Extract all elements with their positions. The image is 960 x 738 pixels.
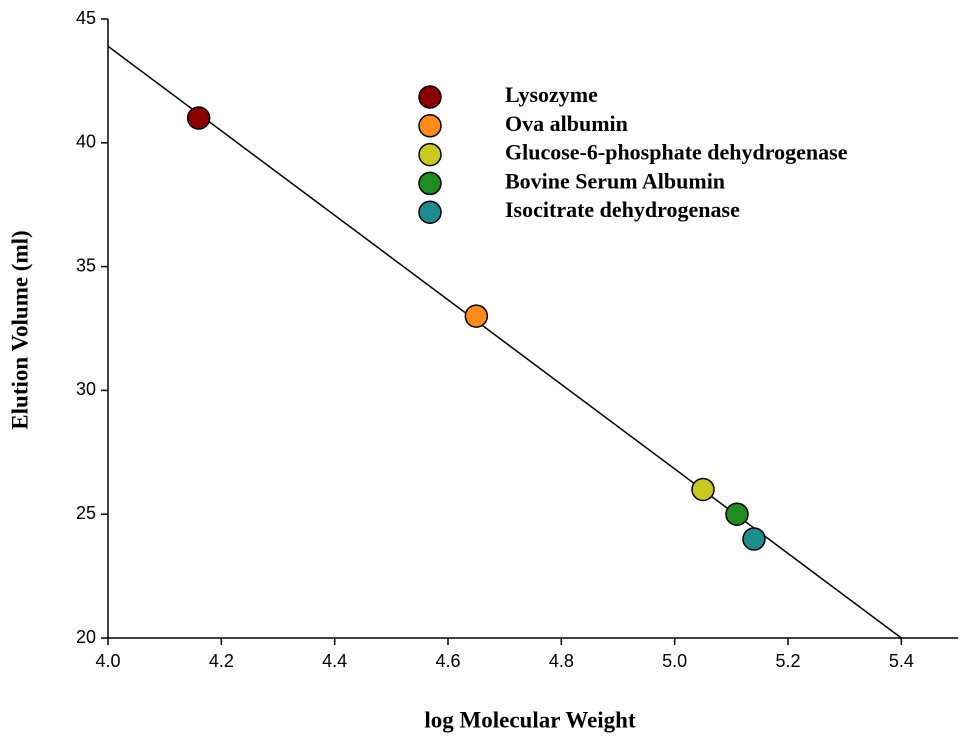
y-tick-label: 45: [76, 8, 96, 28]
point: [742, 527, 766, 551]
x-tick-label: 4.8: [549, 651, 574, 671]
legend-marker: [418, 171, 442, 196]
legend-label: Ova albumin: [505, 111, 628, 136]
point: [691, 477, 715, 502]
y-tick-label: 40: [76, 132, 96, 152]
legend-label: Isocitrate dehydrogenase: [505, 197, 740, 222]
y-tick-label: 20: [76, 627, 96, 647]
legend-marker: [418, 200, 442, 224]
x-tick-label: 4.2: [209, 651, 234, 671]
x-tick-label: 4.4: [322, 651, 347, 671]
point: [725, 502, 749, 526]
legend-marker: [418, 142, 442, 167]
legend-label: Lysozyme: [505, 82, 598, 107]
y-tick-label: 25: [76, 503, 96, 523]
legend-label: Glucose-6-phosphate dehydrogenase: [505, 140, 848, 165]
x-tick-label: 4.6: [435, 651, 460, 671]
legend-label: Bovine Serum Albumin: [505, 168, 725, 193]
fit-line: [107, 45, 902, 639]
y-tick-label: 35: [76, 255, 96, 275]
legend-marker: [418, 85, 442, 109]
x-tick-label: 5.0: [662, 651, 687, 671]
point: [186, 106, 211, 130]
x-tick-label: 4.0: [95, 651, 120, 671]
x-tick-label: 5.4: [889, 651, 914, 671]
y-axis-label: Elution Volume (ml): [7, 230, 32, 429]
x-axis-label: log Molecular Weight: [424, 707, 636, 732]
y-tick-label: 30: [76, 379, 96, 399]
point: [464, 304, 489, 328]
x-tick-label: 5.2: [775, 651, 800, 671]
legend-marker: [418, 114, 442, 138]
